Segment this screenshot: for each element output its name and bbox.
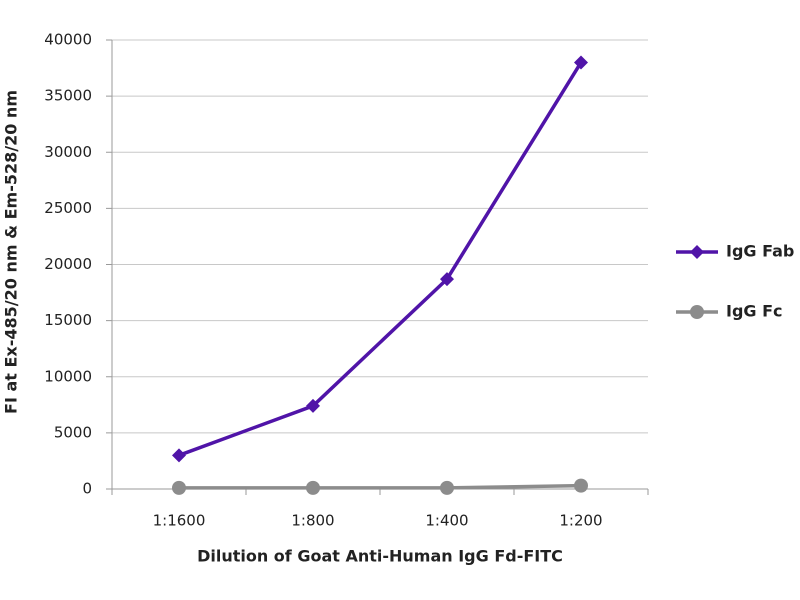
legend-marker bbox=[690, 305, 704, 319]
x-tick-label: 1:800 bbox=[291, 512, 334, 530]
data-point bbox=[440, 480, 454, 495]
x-tick-label: 1:200 bbox=[559, 512, 602, 530]
y-tick-label: 25000 bbox=[44, 199, 92, 217]
x-tick-label: 1:1600 bbox=[153, 512, 206, 530]
legend-label: IgG Fab bbox=[726, 242, 794, 261]
y-tick-label: 40000 bbox=[44, 31, 92, 49]
y-tick-label: 5000 bbox=[54, 423, 92, 441]
data-point bbox=[172, 480, 186, 495]
legend-label: IgG Fc bbox=[726, 302, 783, 321]
data-point bbox=[306, 480, 320, 495]
y-tick-label: 10000 bbox=[44, 367, 92, 385]
series-line bbox=[178, 61, 583, 457]
data-point bbox=[440, 272, 454, 287]
data-point bbox=[574, 55, 588, 70]
series-line bbox=[179, 483, 582, 490]
x-tick-label: 1:400 bbox=[425, 512, 468, 530]
data-point bbox=[172, 448, 186, 463]
x-axis-title: Dilution of Goat Anti-Human IgG Fd-FITC bbox=[197, 547, 563, 566]
data-point bbox=[574, 478, 588, 493]
y-tick-label: 15000 bbox=[44, 311, 92, 329]
data-point bbox=[306, 398, 320, 413]
y-tick-label: 20000 bbox=[44, 255, 92, 273]
legend-marker bbox=[690, 245, 704, 259]
y-tick-label: 35000 bbox=[44, 87, 92, 105]
y-tick-label: 30000 bbox=[44, 143, 92, 161]
y-tick-label: 0 bbox=[82, 480, 92, 498]
y-axis-title: FI at Ex-485/20 nm & Em-528/20 nm bbox=[2, 90, 21, 414]
